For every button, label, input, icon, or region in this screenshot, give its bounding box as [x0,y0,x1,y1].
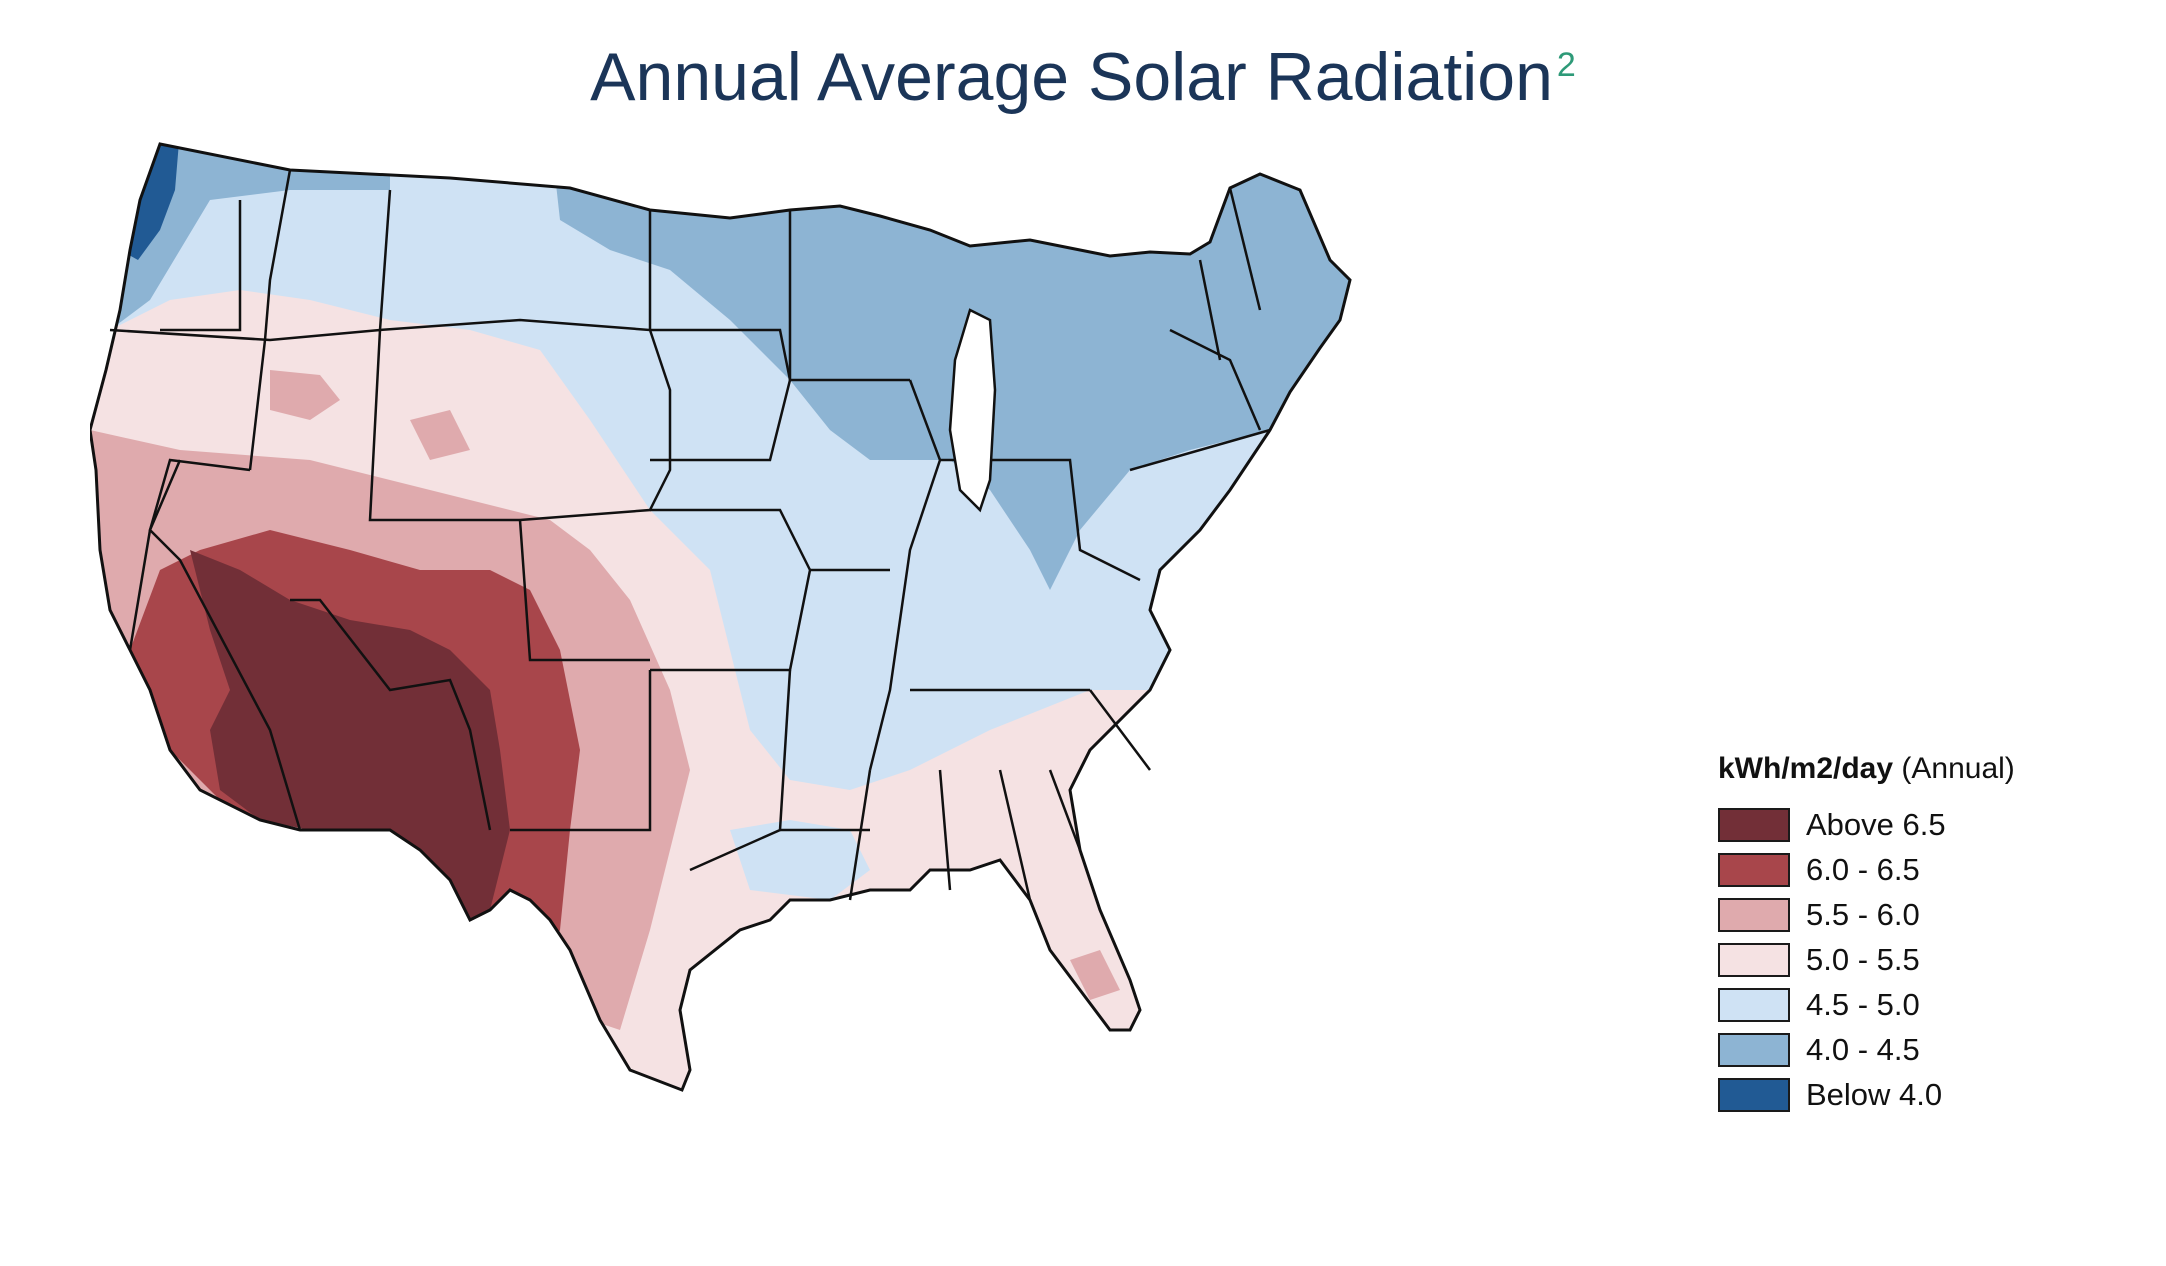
legend-label: 5.0 - 5.5 [1806,941,1920,977]
state-boundaries [109,169,1271,901]
legend-swatch [1718,852,1790,887]
legend-swatch [1718,897,1790,932]
legend-swatch [1718,807,1790,842]
legend-swatch [1718,942,1790,977]
lake-michigan [948,308,997,513]
legend-label: 5.5 - 6.0 [1806,896,1920,932]
legend-title: kWh/m2/day (Annual) [1718,752,2058,786]
legend-label: 6.0 - 6.5 [1806,851,1920,887]
legend-label: Above 6.5 [1806,806,1946,842]
zone-above-6-5 [190,550,510,920]
zone-4-5-5-0-gulf [730,820,870,900]
legend-swatch [1718,987,1790,1022]
legend-item: Below 4.0 [1718,1072,2058,1117]
solar-radiation-map [90,142,1352,1092]
title-footnote-marker: 2 [1556,46,1576,85]
map-title-text: Annual Average Solar Radiation [590,39,1553,115]
legend-label: 4.5 - 5.0 [1806,986,1920,1022]
legend-rows: Above 6.5 6.0 - 6.5 5.5 - 6.0 5.0 - 5.5 4.5 … [1718,802,2058,1117]
legend: kWh/m2/day (Annual) Above 6.5 6.0 - 6.5 5.… [1718,752,2058,1117]
legend-swatch [1718,1032,1790,1067]
zone-5-5-6-0-idaho [270,370,340,420]
legend-item: 5.0 - 5.5 [1718,937,2058,982]
legend-item: 5.5 - 6.0 [1718,892,2058,937]
legend-label: Below 4.0 [1806,1076,1943,1112]
legend-item: 4.5 - 5.0 [1718,982,2058,1027]
zone-4-0-4-5 [550,144,1350,590]
legend-swatch [1718,1077,1790,1112]
legend-label: 4.0 - 4.5 [1806,1031,1920,1067]
zone-5-5-6-0-florida [1070,950,1120,1000]
zone-5-5-6-0-wyoming [410,410,470,460]
legend-item: 4.0 - 4.5 [1718,1027,2058,1072]
legend-item: Above 6.5 [1718,802,2058,847]
legend-item: 6.0 - 6.5 [1718,847,2058,892]
us-outline [90,142,1352,1092]
legend-title-period: (Annual) [1901,752,2015,785]
legend-title-units: kWh/m2/day [1718,752,1894,785]
map-title: Annual Average Solar Radiation 2 [0,38,2166,116]
